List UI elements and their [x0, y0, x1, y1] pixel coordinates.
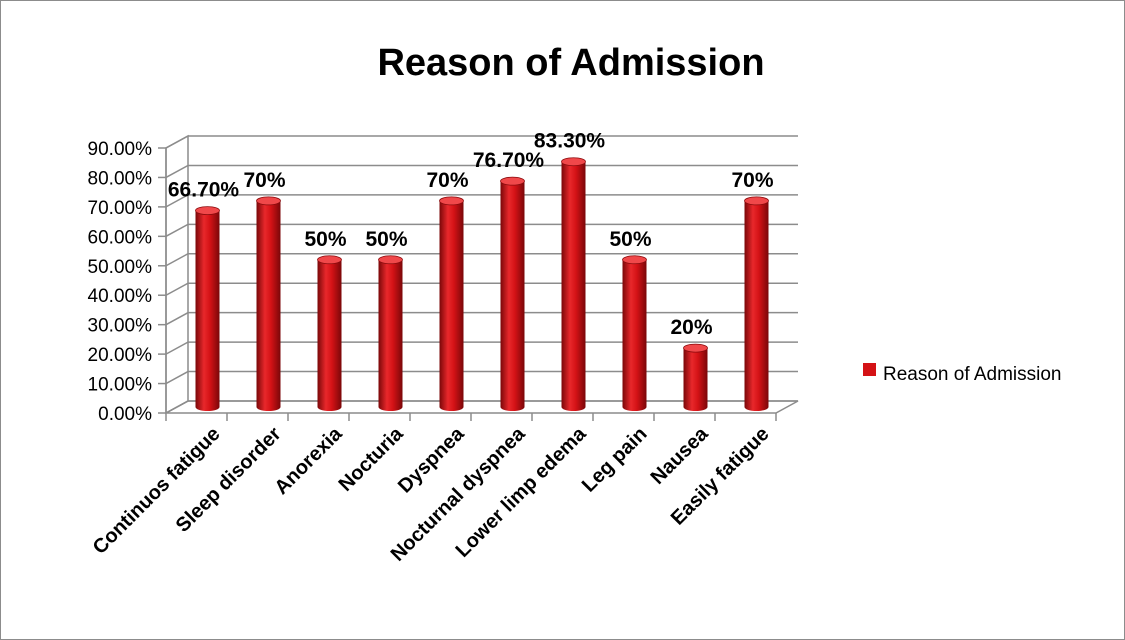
side-wall [165, 134, 189, 415]
gridline [165, 223, 798, 237]
bar [500, 176, 525, 411]
bar-top [744, 196, 769, 206]
data-label: 20% [670, 316, 712, 339]
bar-top [317, 255, 342, 265]
y-tick-label: 90.00% [88, 139, 153, 160]
bar-body [195, 210, 220, 411]
gridline [165, 253, 798, 267]
bar-top [500, 176, 525, 186]
data-labels: 66.70% 70%50% 50%70%76.70%83.30%50%20%70% [168, 130, 774, 339]
legend-label: Reason of Admission [883, 364, 1062, 385]
data-label: 50% [365, 228, 407, 251]
gridline [165, 311, 798, 326]
bar [378, 255, 403, 411]
category-label: Anorexia [270, 422, 347, 499]
y-axis-tick-labels: 0.00% 10.00% 20.00% 30.00% 40.00% 50.00% 60.00… [88, 139, 153, 425]
bar-top [683, 343, 708, 353]
bar-top [561, 157, 586, 167]
gridline [165, 370, 798, 385]
bar [744, 196, 769, 411]
data-label: 70% [731, 169, 773, 192]
data-label: 70% [243, 169, 285, 192]
bar [683, 343, 708, 411]
bar-body [256, 200, 281, 411]
bar-series [195, 157, 769, 411]
bar-body [744, 200, 769, 411]
gridlines [158, 134, 799, 421]
gridline [165, 135, 798, 149]
y-tick-label: 80.00% [88, 168, 153, 189]
bar-body [317, 259, 342, 411]
bar-body [500, 181, 525, 411]
bar-top [256, 196, 281, 206]
y-tick-label: 0.00% [98, 404, 152, 425]
y-tick-label: 30.00% [88, 316, 153, 337]
data-label: 66.70% [168, 179, 240, 202]
bar [195, 206, 220, 411]
data-label: 70% [426, 169, 468, 192]
bar-top [622, 255, 647, 265]
bar-body [561, 161, 586, 411]
bar [317, 255, 342, 411]
bar [622, 255, 647, 411]
data-label: 83.30% [534, 130, 606, 153]
category-label: Leg pain [578, 423, 652, 497]
bar-body [378, 259, 403, 411]
gridline [165, 194, 798, 208]
gridline [165, 164, 798, 179]
bar [256, 196, 281, 411]
bar-body [439, 200, 464, 411]
y-tick-label: 10.00% [88, 375, 153, 396]
y-tick-label: 40.00% [88, 286, 153, 307]
bar-top [378, 255, 403, 265]
y-tick-label: 60.00% [88, 227, 153, 248]
chart-title: Reason of Admission [377, 42, 764, 84]
data-label: 76.70% [473, 149, 545, 172]
bar-top [195, 206, 220, 216]
legend-swatch [863, 363, 876, 376]
bar [439, 196, 464, 411]
data-label: 50% [304, 228, 346, 251]
bar-body [683, 348, 708, 411]
y-tick-label: 70.00% [88, 198, 153, 219]
data-label: 50% [609, 228, 651, 251]
gridline [165, 400, 798, 414]
bar [561, 157, 586, 411]
gridline [165, 282, 798, 296]
bar-body [622, 259, 647, 411]
legend: Reason of Admission [863, 363, 1062, 385]
y-tick-label: 50.00% [88, 257, 153, 278]
category-label: Sleep disorder [172, 423, 286, 537]
gridline [165, 341, 798, 355]
bar-top [439, 196, 464, 206]
y-tick-label: 20.00% [88, 345, 153, 366]
